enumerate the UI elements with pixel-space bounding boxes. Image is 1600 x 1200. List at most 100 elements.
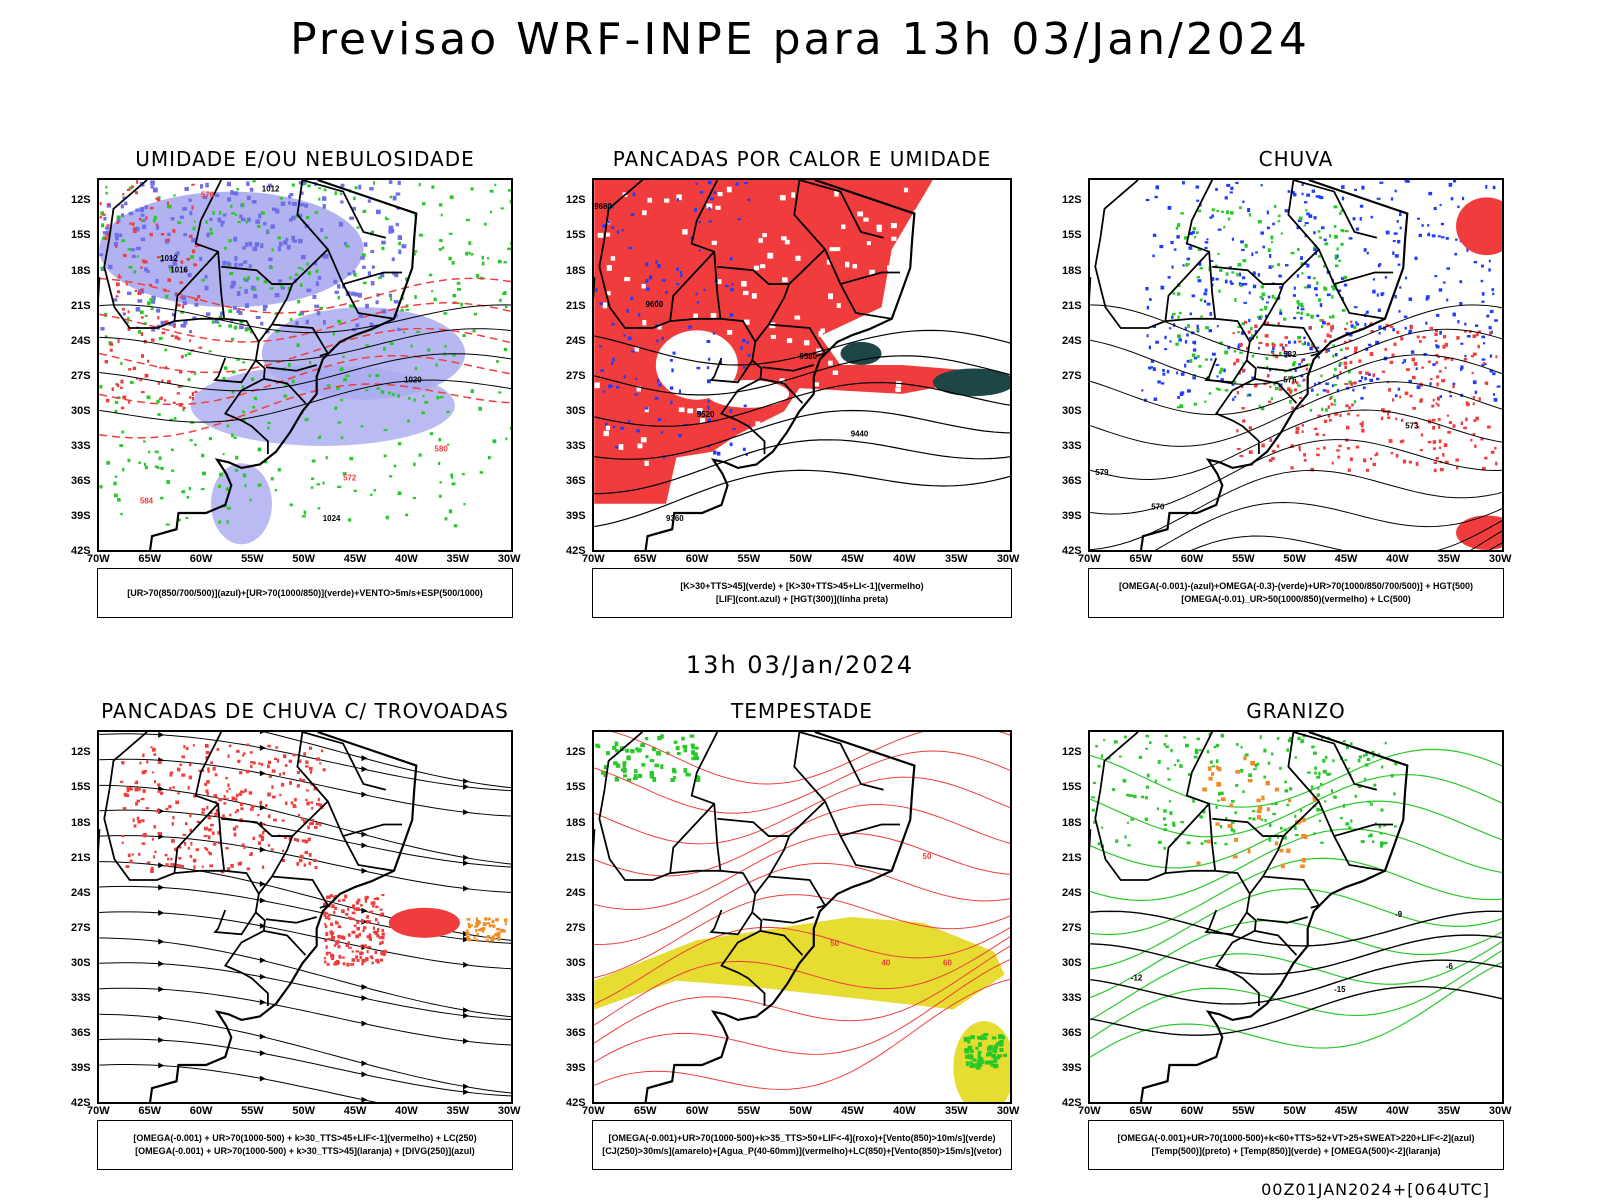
contour-label: 9600 (646, 300, 664, 309)
lat-tick-label: 21S (1062, 851, 1082, 864)
contour-label: 576 (201, 190, 215, 199)
panel-1-legend-line-1: [UR>70(850/700/500)](azul)+[UR>70(1000/8… (127, 587, 483, 598)
panel-2-map[interactable]: 9680 9600 9520 9440 9360 9580 (592, 178, 1012, 552)
panel-6-legend-line-1: [OMEGA(-0.001)+UR>70(1000-500)+k<60+TTS>… (1117, 1133, 1475, 1143)
contour-label: 570 (1151, 503, 1165, 512)
lon-tick-label: 65W (138, 553, 161, 565)
lon-tick-label: 55W (1232, 553, 1255, 565)
lon-tick-label: 55W (737, 553, 761, 565)
lat-tick-label: 36S (566, 474, 586, 487)
lon-tick-label: 40W (893, 1105, 916, 1117)
lon-tick-label: 45W (1334, 1105, 1358, 1117)
contour-label: 582 (1283, 350, 1297, 359)
panel-5-map[interactable]: 50 50 40 60 (592, 730, 1012, 1104)
lat-tick-label: 42S (566, 545, 586, 557)
lon-tick-label: 40W (395, 553, 418, 565)
contour-label: 1024 (323, 514, 341, 523)
lon-tick-label: 55W (241, 1105, 264, 1117)
lat-tick-label: 15S (71, 229, 91, 242)
lon-tick-label: 45W (841, 1105, 864, 1117)
panel-2-legend-line-1: [K>30+TTS>45](verde) + [K>30+TTS>45+LI<-… (680, 581, 924, 591)
contour-label: 9360 (666, 514, 684, 523)
main-title: Previsao WRF-INPE para 13h 03/Jan/2024 (290, 14, 1310, 65)
lon-tick-label: 50W (292, 553, 316, 565)
lon-tick-label: 30W (497, 553, 521, 565)
lat-tick-label: 24S (71, 334, 91, 347)
lat-tick-label: 12S (1062, 746, 1082, 759)
thunder-red-speckle (322, 893, 387, 967)
panel-4-legend: [OMEGA(-0.001) + UR>70(1000-500) + k>30_… (97, 1120, 513, 1170)
lat-tick-label: 39S (1062, 1061, 1082, 1074)
lat-tick-label: 24S (1062, 886, 1082, 899)
lon-tick-label: 35W (1437, 553, 1461, 565)
lat-tick-label: 39S (1062, 509, 1082, 522)
panel-3-map[interactable]: 582 579 576 573 570 (1088, 178, 1504, 552)
map-canvas: 50 50 40 60 (594, 732, 1010, 1102)
lat-tick-label: 12S (566, 746, 586, 759)
lon-tick-label: 40W (1386, 1105, 1409, 1117)
contour-label: 60 (943, 959, 952, 968)
lat-tick-label: 18S (1062, 816, 1082, 829)
lon-tick-label: 35W (944, 553, 968, 565)
panel-1-map[interactable]: 1012 1012 1016 1020 1024 576 572 580 584 (97, 178, 513, 552)
map-canvas: -12 -15 -9 -6 (1090, 732, 1502, 1102)
lat-tick-label: 36S (1062, 474, 1082, 487)
stable-speckle (594, 186, 929, 472)
panel-5-title: TEMPESTADE (731, 699, 873, 723)
omega-green-speckle (1171, 204, 1357, 412)
omega-blue-speckle (1141, 180, 1501, 402)
hgt300-contours (594, 329, 1010, 528)
contour-label: -6 (1446, 962, 1454, 971)
lon-tick-label: 65W (1129, 1105, 1152, 1117)
lat-tick-label: 18S (1062, 264, 1082, 277)
lat-tick-label: 30S (1062, 404, 1082, 417)
panel-5-legend-line-2: [CJ(250)>30m/s](amarelo)+[Agua_P(40-60mm… (602, 1146, 1002, 1156)
lat-tick-label: 15S (566, 781, 586, 794)
lon-tick-label: 50W (1283, 1105, 1307, 1117)
lon-tick-label: 65W (1129, 553, 1152, 565)
lat-tick-label: 36S (71, 474, 91, 487)
orange-speckle (465, 917, 508, 942)
map-outlines (1090, 180, 1409, 550)
lon-tick-label: 60W (1180, 1105, 1204, 1117)
lon-tick-label: 65W (633, 1105, 657, 1117)
lon-tick-label: 45W (841, 553, 864, 565)
lat-tick-label: 30S (71, 404, 91, 417)
instability-area (594, 180, 995, 504)
contour-label: 9580 (799, 352, 817, 361)
omega500-speckle (1196, 755, 1318, 869)
contour-label: 579 (1095, 468, 1109, 477)
instability-area-weak (840, 341, 882, 365)
lat-tick-label: 12S (71, 194, 91, 207)
contour-label: 9680 (594, 202, 612, 211)
contour-label: 576 (1283, 375, 1297, 384)
panel-6-map[interactable]: -12 -15 -9 -6 (1088, 730, 1504, 1104)
panel-3-legend-line-2: [OMEGA(-0.01)_UR>50(1000/850)(vermelho) … (1181, 594, 1411, 604)
temp850-contours (1090, 748, 1502, 1058)
contour-label: 573 (1405, 422, 1419, 431)
lat-tick-label: 18S (566, 816, 586, 829)
lon-tick-label: 60W (685, 1105, 709, 1117)
lon-tick-label: 70W (87, 553, 110, 565)
lat-tick-label: 30S (566, 956, 586, 969)
stable-area (655, 330, 738, 400)
lat-tick-label: 33S (71, 439, 91, 452)
lon-tick-label: 70W (87, 1105, 110, 1117)
lon-tick-label: 55W (241, 553, 264, 565)
panel-4-map[interactable] (97, 730, 513, 1104)
lat-tick-label: 27S (71, 921, 91, 934)
contour-label: 50 (923, 852, 932, 861)
contour-label: 9440 (851, 430, 869, 439)
panel-5-legend-line-1: [OMEGA(-0.001)+UR>70(1000-500)+k>35_TTS>… (608, 1133, 996, 1143)
lon-tick-label: 55W (1232, 1105, 1255, 1117)
panel-3-title: CHUVA (1258, 147, 1334, 171)
map-canvas (99, 732, 511, 1102)
lat-tick-label: 24S (566, 334, 586, 347)
stable-area (707, 380, 790, 408)
lon-tick-label: 70W (582, 553, 605, 565)
lon-tick-label: 50W (1283, 553, 1307, 565)
lat-tick-label: 21S (1062, 299, 1082, 312)
lat-tick-label: 39S (566, 1061, 586, 1074)
lat-tick-label: 21S (566, 851, 586, 864)
instability-area-weak (932, 368, 1010, 397)
